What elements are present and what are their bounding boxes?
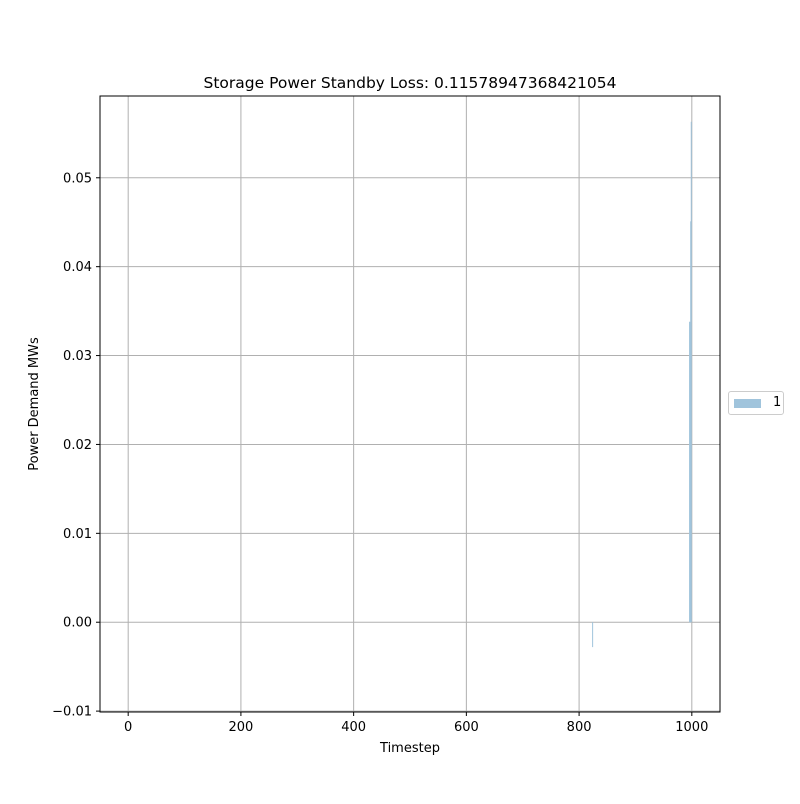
y-tick-label: −0.01 bbox=[52, 705, 92, 720]
y-tick-label: 0.01 bbox=[63, 527, 92, 542]
x-tick-label: 600 bbox=[454, 720, 479, 735]
x-tick-label: 1000 bbox=[675, 720, 708, 735]
bar bbox=[689, 321, 691, 623]
bar bbox=[592, 622, 594, 648]
y-tick-label: 0.04 bbox=[63, 260, 92, 275]
legend-label: 1 bbox=[773, 395, 782, 410]
y-axis-label: Power Demand MWs bbox=[27, 337, 42, 471]
bar bbox=[690, 221, 692, 623]
plot-frame bbox=[99, 95, 721, 713]
x-tick-label: 200 bbox=[228, 720, 253, 735]
y-tick-label: 0.05 bbox=[63, 171, 92, 186]
x-axis-ticks: 0 200 400 600 800 1000 bbox=[124, 712, 708, 735]
bar bbox=[690, 121, 692, 623]
legend-swatch bbox=[734, 399, 761, 408]
x-tick-label: 400 bbox=[341, 720, 366, 735]
y-tick-label: 0.03 bbox=[63, 349, 92, 364]
bars bbox=[592, 121, 692, 648]
x-tick-label: 0 bbox=[124, 720, 132, 735]
y-tick-label: 0.02 bbox=[63, 438, 92, 453]
x-tick-label: 800 bbox=[567, 720, 592, 735]
y-tick-label: 0.00 bbox=[63, 616, 92, 631]
legend: 1 bbox=[728, 391, 784, 415]
x-axis-label: Timestep bbox=[379, 741, 440, 756]
y-axis-ticks: −0.01 0.00 0.01 0.02 0.03 0.04 0.05 bbox=[52, 171, 100, 720]
chart-title: Storage Power Standby Loss: 0.1157894736… bbox=[204, 74, 617, 92]
bar bbox=[689, 321, 691, 623]
grid bbox=[100, 96, 720, 712]
